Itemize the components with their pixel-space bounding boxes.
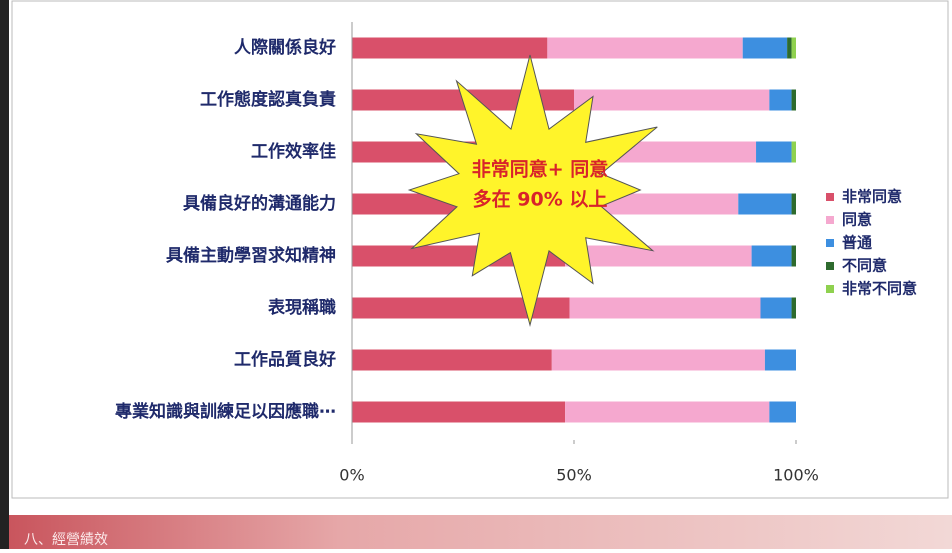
x-tick-label: 100% [773, 466, 819, 485]
bar-segment [352, 297, 570, 319]
legend-swatch [826, 216, 834, 224]
legend-swatch [826, 193, 834, 201]
legend-label: 不同意 [842, 257, 887, 275]
bar-segment [565, 401, 770, 423]
category-label: 人際關係良好 [234, 37, 336, 58]
bar-segment [352, 401, 566, 423]
bar-segment [751, 245, 792, 267]
starburst [407, 54, 658, 327]
bar-segment [760, 297, 792, 319]
bar-segment [352, 349, 552, 371]
annotation: 多在 90% 以上 [473, 188, 608, 211]
bar-segment [787, 37, 792, 59]
bar-segment [738, 193, 792, 215]
bar-segment [352, 37, 548, 59]
bar-segment [791, 141, 796, 163]
category-label: 專業知識與訓練足以因應職⋯ [115, 401, 336, 422]
bar-segment [764, 349, 796, 371]
bar-segment [756, 141, 792, 163]
x-tick-label: 0% [339, 466, 364, 485]
category-label: 工作效率佳 [251, 141, 336, 162]
category-label: 工作品質良好 [234, 349, 336, 370]
bar-segment [791, 37, 796, 59]
bar-segment [791, 245, 796, 267]
bar-segment [569, 297, 761, 319]
category-label: 具備良好的溝通能力 [182, 193, 336, 214]
bar-segment [565, 245, 752, 267]
legend-label: 普通 [842, 234, 872, 252]
left-edge [0, 0, 9, 549]
bar-segment [742, 37, 788, 59]
bar-segment [791, 193, 796, 215]
legend-swatch [826, 285, 834, 293]
plot: 0% 50% 100% 人際關係良好工作態度認真負責工作效率佳具備良好的溝通能力具備主… [115, 22, 917, 485]
category-label: 具備主動學習求知精神 [165, 245, 336, 266]
legend-swatch [826, 239, 834, 247]
legend-label: 非常同意 [842, 188, 902, 206]
annotation: 非常同意+ 同意 [472, 158, 609, 181]
legend-swatch [826, 262, 834, 270]
legend-label: 同意 [842, 211, 872, 229]
x-tick-label: 50% [556, 466, 592, 485]
legend-label: 非常不同意 [842, 280, 917, 298]
bar-segment [791, 297, 796, 319]
bar-segment [551, 349, 765, 371]
footer-band [9, 515, 952, 549]
bar-segment [791, 89, 796, 111]
category-label: 表現稱職 [268, 297, 336, 318]
bar-segment [547, 37, 743, 59]
category-label: 工作態度認真負責 [200, 89, 336, 110]
bar-segment [574, 89, 770, 111]
bar-segment [769, 89, 792, 111]
bar-segment [769, 401, 796, 423]
footer-text: 八、經營績效 [24, 532, 108, 548]
